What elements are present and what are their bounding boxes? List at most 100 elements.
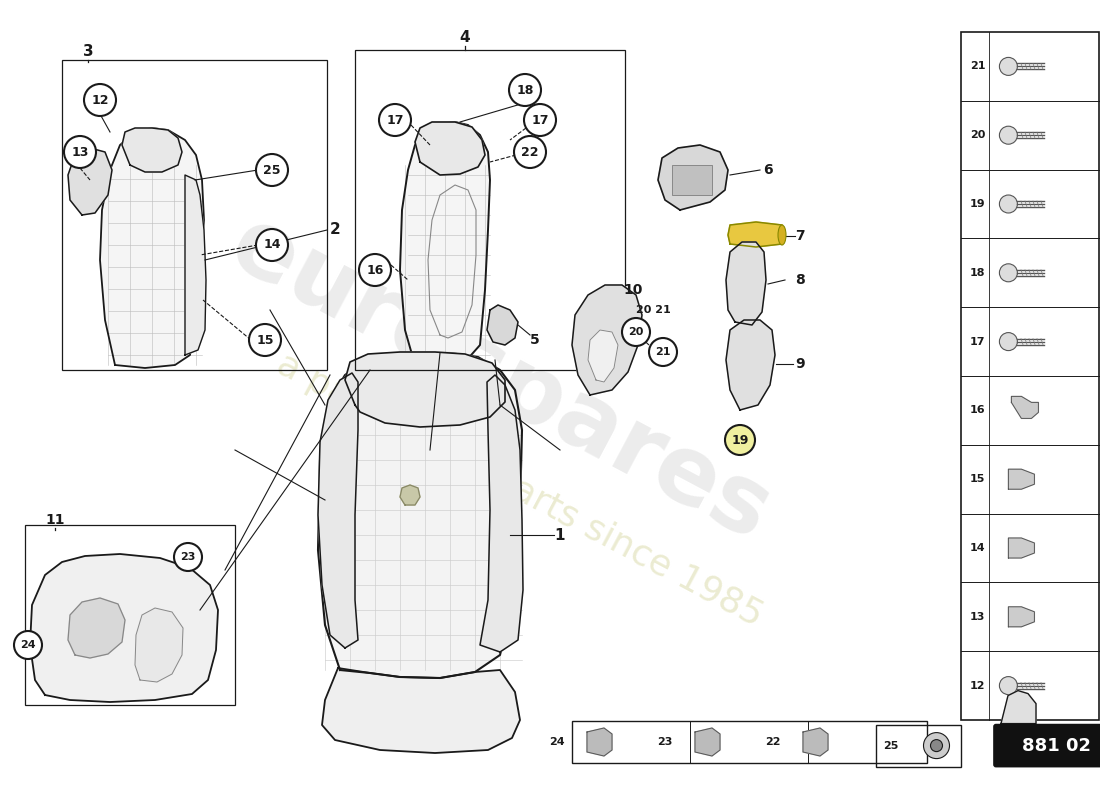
Polygon shape [726, 242, 766, 325]
Polygon shape [100, 128, 204, 368]
Polygon shape [135, 608, 183, 682]
Text: 25: 25 [263, 163, 280, 177]
Text: 12: 12 [91, 94, 109, 106]
Circle shape [14, 631, 42, 659]
Polygon shape [480, 375, 522, 652]
Circle shape [621, 318, 650, 346]
Bar [876, 725, 961, 766]
Text: 22: 22 [766, 737, 781, 747]
Text: 17: 17 [970, 337, 986, 346]
Text: eurospares: eurospares [214, 199, 785, 561]
Bar [961, 32, 1099, 720]
Text: 20: 20 [628, 327, 643, 337]
Text: 16: 16 [969, 406, 986, 415]
Text: 18: 18 [970, 268, 986, 278]
Polygon shape [572, 285, 642, 395]
Circle shape [1000, 264, 1018, 282]
Text: 17: 17 [531, 114, 549, 126]
Text: 881 02: 881 02 [1022, 737, 1090, 754]
Polygon shape [400, 122, 490, 367]
Polygon shape [68, 148, 112, 215]
Circle shape [1000, 126, 1018, 144]
Text: 14: 14 [969, 543, 986, 553]
Text: 19: 19 [969, 199, 986, 209]
Bar [672, 165, 712, 195]
Circle shape [379, 104, 411, 136]
Text: 25: 25 [883, 741, 899, 750]
Bar [25, 525, 235, 705]
Text: 22: 22 [521, 146, 539, 158]
Text: 24: 24 [20, 640, 36, 650]
Text: 18: 18 [516, 83, 534, 97]
Text: 24: 24 [549, 737, 564, 747]
Bar [355, 50, 625, 370]
Circle shape [524, 104, 556, 136]
Polygon shape [345, 352, 505, 427]
Text: 16: 16 [366, 263, 384, 277]
FancyBboxPatch shape [994, 725, 1100, 766]
Polygon shape [30, 554, 218, 702]
Polygon shape [1009, 538, 1034, 558]
Text: 13: 13 [72, 146, 89, 158]
Polygon shape [318, 373, 358, 648]
Polygon shape [318, 353, 522, 678]
Text: 4: 4 [460, 30, 471, 46]
Circle shape [649, 338, 676, 366]
Polygon shape [487, 305, 518, 345]
Text: 15: 15 [256, 334, 274, 346]
Text: 3: 3 [82, 45, 94, 59]
Polygon shape [803, 728, 828, 756]
Text: 6: 6 [763, 163, 773, 177]
Text: 9: 9 [795, 357, 805, 371]
Text: a passion for parts since 1985: a passion for parts since 1985 [272, 347, 769, 633]
Text: 20: 20 [970, 130, 986, 140]
Text: 20 21: 20 21 [636, 305, 670, 315]
Polygon shape [587, 728, 612, 756]
Circle shape [725, 425, 755, 455]
Text: 2: 2 [330, 222, 340, 238]
Polygon shape [68, 598, 125, 658]
Text: 5: 5 [530, 333, 540, 347]
Polygon shape [695, 728, 721, 756]
Circle shape [1000, 333, 1018, 350]
Polygon shape [1011, 396, 1038, 418]
Polygon shape [658, 145, 728, 210]
Polygon shape [415, 122, 485, 175]
Circle shape [84, 84, 116, 116]
Circle shape [256, 154, 288, 186]
Text: 8: 8 [795, 273, 805, 287]
Circle shape [509, 74, 541, 106]
Circle shape [359, 254, 390, 286]
Polygon shape [726, 320, 775, 410]
Text: 23: 23 [658, 737, 673, 747]
Circle shape [1000, 195, 1018, 213]
Circle shape [924, 733, 949, 758]
Text: 12: 12 [970, 681, 986, 690]
Bar [572, 721, 927, 763]
Text: 1: 1 [554, 527, 565, 542]
Polygon shape [588, 330, 618, 382]
Circle shape [249, 324, 280, 356]
Text: 11: 11 [45, 513, 65, 527]
Text: 7: 7 [795, 229, 805, 243]
Circle shape [1000, 677, 1018, 694]
Text: 21: 21 [656, 347, 671, 357]
Text: 23: 23 [180, 552, 196, 562]
Polygon shape [122, 128, 182, 172]
Polygon shape [185, 175, 206, 355]
Circle shape [1000, 58, 1018, 75]
Text: 10: 10 [624, 283, 642, 297]
Circle shape [174, 543, 202, 571]
Text: 17: 17 [386, 114, 404, 126]
Circle shape [256, 229, 288, 261]
Circle shape [514, 136, 546, 168]
Polygon shape [1001, 690, 1036, 723]
Polygon shape [1009, 606, 1034, 627]
Text: 15: 15 [970, 474, 986, 484]
Polygon shape [728, 222, 784, 247]
Text: 14: 14 [263, 238, 280, 251]
Circle shape [931, 739, 943, 752]
Text: 19: 19 [732, 434, 749, 446]
Bar [62, 60, 327, 370]
Polygon shape [322, 668, 520, 753]
